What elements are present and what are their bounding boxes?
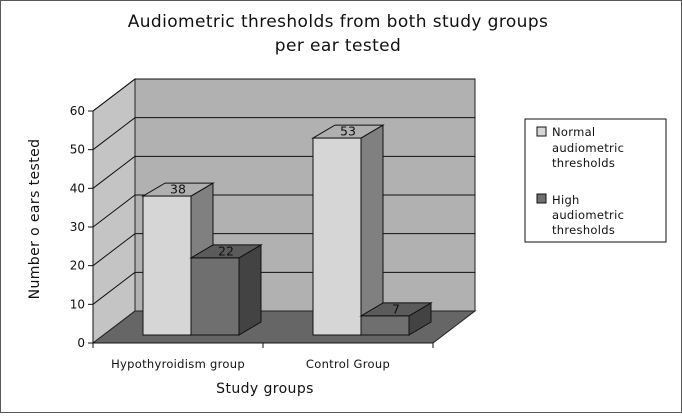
bar-front	[142, 195, 192, 336]
gridline-side	[92, 271, 136, 305]
data-label: 38	[170, 182, 186, 197]
data-label: 53	[340, 124, 356, 139]
x-axis-title: Study groups	[216, 381, 314, 397]
y-tick-label: 0	[77, 336, 85, 350]
y-tick-label: 50	[70, 143, 85, 157]
x-tick-label: Hypothyroidism group	[111, 357, 245, 371]
gridline-side	[92, 233, 136, 267]
gridline-side	[92, 117, 136, 151]
gridline-side	[92, 155, 136, 189]
gridline-side	[92, 194, 136, 228]
gridline-side	[92, 78, 136, 112]
bar-front	[312, 137, 362, 336]
bar-front	[360, 315, 410, 336]
legend-box	[524, 118, 667, 243]
bar: 53	[311, 124, 385, 336]
legend-swatch-normal	[536, 126, 547, 137]
bar-front	[190, 257, 240, 336]
bar: 22	[189, 243, 263, 336]
y-tick-label: 60	[70, 104, 85, 118]
legend-label-normal: Normal audiometric thresholds	[552, 125, 628, 170]
chart-title-line-1: Audiometric thresholds from both study g…	[128, 12, 549, 32]
y-axis: 0 10 20 30 40 50 60	[70, 104, 94, 350]
bar: 7	[359, 301, 433, 336]
x-axis: Hypothyroidism group Control Group	[92, 342, 434, 371]
x-tick-label: Control Group	[306, 357, 390, 371]
chart-title-line-2: per ear tested	[275, 36, 401, 56]
y-tick-label: 40	[70, 181, 85, 195]
y-tick-label: 20	[70, 259, 85, 273]
y-tick-label: 10	[70, 297, 85, 311]
data-label: 22	[218, 243, 234, 258]
bars: 38 22 53 7	[141, 124, 433, 336]
legend: Normal audiometric thresholds High audio…	[524, 118, 667, 243]
y-tick-label: 30	[70, 220, 85, 234]
bar-side	[360, 124, 384, 336]
bar-side	[238, 244, 262, 336]
y-axis-title: Number o ears tested	[27, 139, 43, 300]
legend-label-high: High audiometric thresholds	[552, 193, 628, 237]
data-label: 7	[392, 301, 400, 316]
legend-swatch-high	[536, 193, 547, 204]
